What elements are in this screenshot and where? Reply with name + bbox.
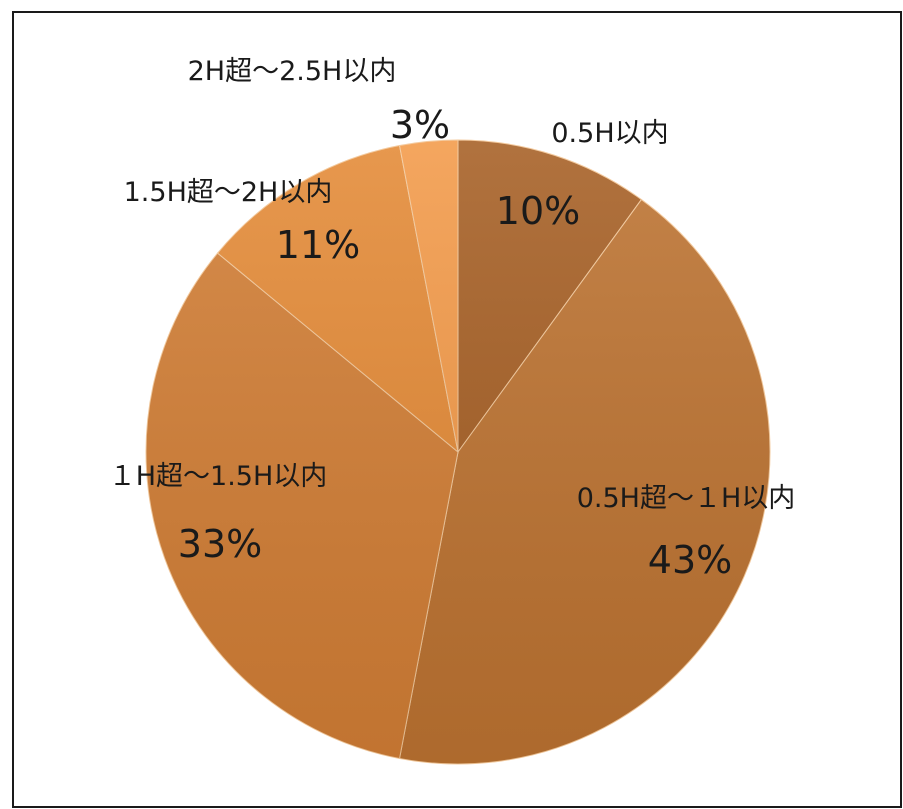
slice-category-label: 0.5H超～１H以内	[577, 483, 796, 514]
slice-category-label: １H超～1.5H以内	[109, 461, 328, 492]
pie-labels: 0.5H以内 10% 0.5H超～１H以内 43% １H超～1.5H以内 33% 1.5H超…	[109, 56, 796, 582]
slice-category-label: 1.5H超～2H以内	[124, 177, 333, 208]
slice-percent-label: 10%	[496, 189, 580, 233]
slice-percent-label: 43%	[648, 538, 732, 582]
slice-category-label: 0.5H以内	[551, 118, 668, 149]
slice-percent-label: 3%	[390, 103, 450, 147]
pie-slices	[145, 139, 771, 765]
slice-percent-label: 33%	[178, 522, 262, 566]
slice-percent-label: 11%	[276, 223, 360, 267]
slice-category-label: 2H超～2.5H以内	[188, 56, 397, 87]
